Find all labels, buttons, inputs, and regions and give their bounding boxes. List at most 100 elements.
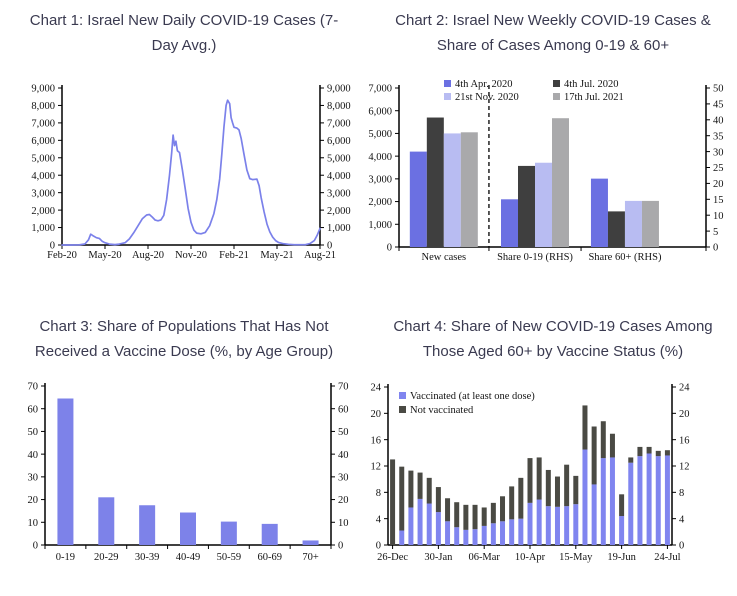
svg-text:5,000: 5,000	[327, 153, 351, 164]
bar-vaccinated	[490, 523, 496, 545]
svg-text:7,000: 7,000	[327, 119, 351, 130]
svg-text:8: 8	[679, 488, 684, 499]
svg-text:60: 60	[338, 404, 349, 415]
bar-share-60-rhs--s1	[607, 211, 625, 247]
bar-vaccinated	[536, 499, 542, 545]
bar-new-cases-s1	[426, 117, 444, 248]
bar-not-vaccinated	[426, 477, 432, 504]
bar-not-vaccinated	[518, 477, 524, 519]
bar-not-vaccinated	[637, 446, 643, 457]
bar-not-vaccinated	[536, 457, 542, 500]
bar-not-vaccinated	[472, 504, 478, 530]
bar-not-vaccinated	[417, 472, 423, 499]
svg-text:5: 5	[713, 227, 718, 238]
bar-new-cases-s3	[460, 132, 478, 247]
bar-vaccinated	[472, 529, 478, 545]
bar-vaccinated	[609, 457, 615, 545]
bar-share-0-19-rhs--s0	[501, 199, 519, 247]
bar-age-60-69	[261, 523, 278, 545]
svg-text:20: 20	[679, 409, 690, 420]
svg-text:10-Apr: 10-Apr	[515, 552, 546, 563]
bar-vaccinated	[655, 456, 661, 545]
bar-not-vaccinated	[500, 496, 506, 522]
svg-text:0: 0	[327, 241, 332, 252]
svg-text:24: 24	[679, 383, 690, 394]
svg-text:19-Jun: 19-Jun	[607, 552, 636, 563]
bar-not-vaccinated	[490, 502, 496, 524]
bar-vaccinated	[408, 507, 414, 545]
bar-share-60-rhs--s0	[590, 178, 608, 247]
bar-vaccinated	[545, 506, 551, 545]
svg-text:40: 40	[713, 115, 724, 126]
bar-not-vaccinated	[408, 470, 414, 508]
chart-2-panel: Chart 2: Israel New Weekly COVID-19 Case…	[368, 0, 737, 290]
bar-vaccinated	[426, 503, 432, 545]
svg-text:40: 40	[338, 450, 349, 461]
svg-text:20: 20	[338, 495, 349, 506]
svg-text:24-Jul: 24-Jul	[654, 552, 680, 563]
legend-swatch	[444, 93, 451, 100]
svg-text:1,000: 1,000	[31, 223, 55, 234]
svg-text:4: 4	[679, 514, 685, 525]
chart-1-canvas: 0 1,000 2,000 3,000 4,000 5,000 6,000 7,000 8,00…	[31, 84, 351, 261]
bar-not-vaccinated	[591, 426, 597, 485]
svg-text:4th Jul. 2020: 4th Jul. 2020	[564, 79, 619, 90]
daily-cases-line-series	[61, 99, 321, 246]
svg-text:3,000: 3,000	[327, 188, 351, 199]
svg-text:21st Nov. 2020: 21st Nov. 2020	[455, 92, 519, 103]
svg-text:0: 0	[387, 243, 392, 254]
svg-text:20: 20	[713, 179, 724, 190]
svg-text:40: 40	[28, 450, 39, 461]
svg-text:May-21: May-21	[260, 250, 293, 261]
bar-vaccinated	[554, 506, 560, 545]
svg-text:0: 0	[50, 241, 55, 252]
bar-vaccinated	[628, 462, 634, 545]
legend-swatch	[399, 406, 406, 413]
svg-text:Aug-20: Aug-20	[132, 250, 164, 261]
svg-text:Share 60+ (RHS): Share 60+ (RHS)	[588, 252, 662, 263]
bar-share-60-rhs--s2	[624, 200, 642, 247]
svg-text:10: 10	[713, 211, 724, 222]
svg-text:17th Jul. 2021: 17th Jul. 2021	[564, 92, 624, 103]
svg-text:2,000: 2,000	[327, 206, 351, 217]
bar-vaccinated	[417, 498, 423, 545]
svg-text:15: 15	[713, 195, 724, 206]
chart-3-title: Chart 3: Share of Populations That Has N…	[34, 318, 334, 360]
bar-vaccinated	[435, 512, 441, 545]
bar-not-vaccinated	[609, 433, 615, 458]
svg-text:2,000: 2,000	[368, 197, 392, 208]
svg-text:8,000: 8,000	[31, 101, 55, 112]
svg-text:1,000: 1,000	[327, 223, 351, 234]
bar-vaccinated	[527, 502, 533, 545]
bar-not-vaccinated	[664, 450, 670, 456]
svg-text:10: 10	[338, 518, 349, 529]
bar-not-vaccinated	[554, 476, 560, 507]
bar-not-vaccinated	[527, 458, 533, 503]
bar-age-40-49	[180, 512, 196, 545]
svg-text:16: 16	[679, 435, 690, 446]
bar-share-60-rhs--s3	[641, 200, 659, 247]
bar-vaccinated	[564, 506, 570, 545]
svg-text:Aug-21: Aug-21	[304, 250, 336, 261]
bar-not-vaccinated	[509, 486, 515, 520]
bar-vaccinated	[463, 529, 469, 545]
bar-vaccinated	[600, 458, 606, 545]
bar-vaccinated	[481, 525, 487, 545]
svg-text:60: 60	[28, 404, 39, 415]
svg-text:4,000: 4,000	[327, 171, 351, 182]
svg-text:06-Mar: 06-Mar	[468, 552, 500, 563]
svg-text:Share 0-19 (RHS): Share 0-19 (RHS)	[497, 252, 573, 263]
svg-text:Nov-20: Nov-20	[175, 250, 207, 261]
bar-not-vaccinated	[390, 459, 396, 545]
bar-vaccinated	[582, 449, 588, 545]
svg-text:25: 25	[713, 163, 724, 174]
chart-1-panel: Chart 1: Israel New Daily COVID-19 Cases…	[0, 0, 368, 290]
bar-not-vaccinated	[445, 498, 451, 522]
svg-text:50: 50	[713, 84, 724, 95]
svg-text:3,000: 3,000	[31, 188, 55, 199]
svg-text:9,000: 9,000	[31, 84, 55, 95]
bar-vaccinated	[500, 521, 506, 545]
bar-not-vaccinated	[564, 464, 570, 507]
svg-text:Not vaccinated: Not vaccinated	[410, 405, 474, 416]
svg-text:24: 24	[371, 383, 382, 394]
